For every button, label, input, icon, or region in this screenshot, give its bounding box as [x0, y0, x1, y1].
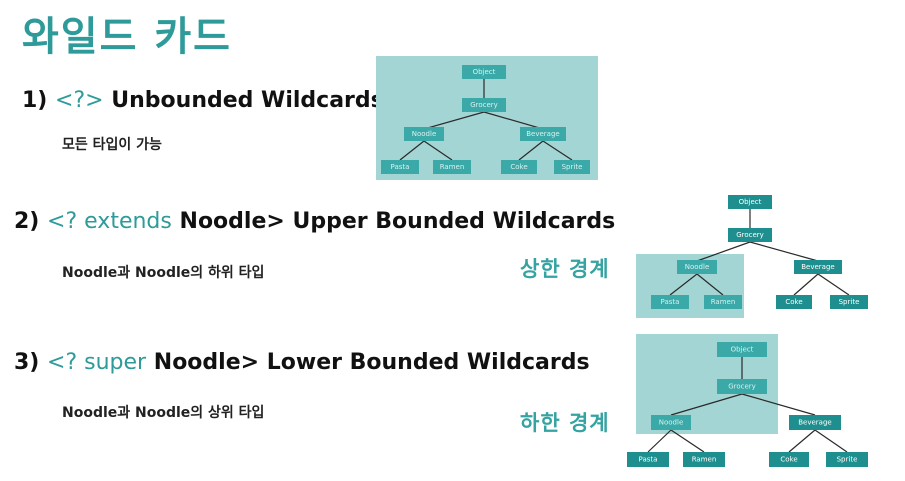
- svg-text:Object: Object: [473, 68, 496, 76]
- svg-text:Noodle: Noodle: [412, 130, 437, 138]
- section-3-description: Noodle과 Noodle의 상위 타입: [62, 405, 265, 421]
- node-grocery: Grocery: [462, 98, 506, 112]
- section-3-type-prefix: <? super: [47, 350, 147, 375]
- node-object: Object: [462, 65, 506, 79]
- svg-text:Object: Object: [739, 198, 762, 206]
- node-coke: Coke: [776, 295, 812, 309]
- node-ramen: Ramen: [683, 452, 725, 467]
- node-sprite: Sprite: [830, 295, 868, 309]
- svg-text:Beverage: Beverage: [801, 263, 834, 271]
- section-3-title: Lower Bounded Wildcards: [266, 350, 590, 375]
- section-2-title: Upper Bounded Wildcards: [292, 209, 616, 234]
- section-2-description: Noodle과 Noodle의 하위 타입: [62, 265, 265, 281]
- unbounded-hierarchy-diagram: Object Grocery Noodle Beverage Pasta Ram…: [376, 56, 598, 180]
- page-title: 와일드 카드: [22, 14, 232, 60]
- upper-bounded-hierarchy-diagram: Object Grocery Noodle Beverage Pasta Ram…: [636, 195, 868, 318]
- svg-text:Sprite: Sprite: [837, 456, 858, 464]
- svg-text:Beverage: Beverage: [798, 419, 831, 427]
- lower-bound-label: 하한 경계: [520, 411, 610, 435]
- svg-text:Pasta: Pasta: [639, 456, 658, 464]
- svg-text:Coke: Coke: [510, 163, 527, 171]
- node-grocery: Grocery: [717, 379, 767, 394]
- section-3-number: 3): [14, 350, 40, 375]
- section-2-type-bound: Noodle>: [179, 209, 285, 234]
- node-beverage: Beverage: [520, 127, 566, 141]
- section-3-type-bound: Noodle>: [153, 350, 260, 375]
- section-3-heading: 3) <? super Noodle> Lower Bounded Wildca…: [14, 350, 590, 375]
- section-1-type-param: <?>: [55, 88, 104, 113]
- svg-text:Pasta: Pasta: [661, 298, 680, 306]
- node-object: Object: [728, 195, 772, 209]
- section-1-description: 모든 타입이 가능: [62, 137, 162, 153]
- svg-text:Ramen: Ramen: [440, 163, 465, 171]
- section-1-heading: 1) <?> Unbounded Wildcards: [22, 88, 384, 113]
- svg-text:Ramen: Ramen: [692, 456, 717, 464]
- node-noodle: Noodle: [651, 415, 691, 430]
- node-coke: Coke: [501, 160, 537, 174]
- svg-text:Grocery: Grocery: [728, 383, 756, 391]
- lower-bounded-hierarchy-diagram: Object Grocery Noodle Beverage Pasta Ram…: [627, 334, 868, 467]
- node-beverage: Beverage: [789, 415, 841, 430]
- svg-text:Ramen: Ramen: [711, 298, 736, 306]
- svg-text:Object: Object: [731, 346, 754, 354]
- section-1-title: Unbounded Wildcards: [111, 88, 384, 113]
- node-object: Object: [717, 342, 767, 357]
- svg-text:Beverage: Beverage: [526, 130, 559, 138]
- svg-text:Coke: Coke: [780, 456, 797, 464]
- svg-text:Pasta: Pasta: [391, 163, 410, 171]
- node-pasta: Pasta: [627, 452, 669, 467]
- section-1-number: 1): [22, 88, 48, 113]
- node-coke: Coke: [769, 452, 809, 467]
- node-noodle: Noodle: [677, 260, 717, 274]
- section-2-heading: 2) <? extends Noodle> Upper Bounded Wild…: [14, 209, 615, 234]
- svg-text:Coke: Coke: [785, 298, 802, 306]
- node-ramen: Ramen: [433, 160, 471, 174]
- node-noodle: Noodle: [404, 127, 444, 141]
- svg-text:Grocery: Grocery: [470, 101, 498, 109]
- svg-text:Noodle: Noodle: [685, 263, 710, 271]
- svg-text:Sprite: Sprite: [562, 163, 583, 171]
- section-2-number: 2): [14, 209, 40, 234]
- node-beverage: Beverage: [794, 260, 842, 274]
- node-grocery: Grocery: [728, 228, 772, 242]
- upper-bound-label: 상한 경계: [520, 257, 610, 281]
- svg-text:Grocery: Grocery: [736, 231, 764, 239]
- node-sprite: Sprite: [554, 160, 590, 174]
- node-ramen: Ramen: [704, 295, 742, 309]
- node-sprite: Sprite: [826, 452, 868, 467]
- section-2-type-prefix: <? extends: [47, 209, 172, 234]
- node-pasta: Pasta: [651, 295, 689, 309]
- svg-text:Noodle: Noodle: [659, 419, 684, 427]
- svg-text:Sprite: Sprite: [839, 298, 860, 306]
- node-pasta: Pasta: [381, 160, 419, 174]
